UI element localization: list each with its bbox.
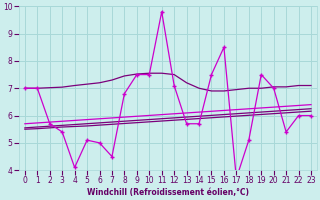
X-axis label: Windchill (Refroidissement éolien,°C): Windchill (Refroidissement éolien,°C): [87, 188, 249, 197]
